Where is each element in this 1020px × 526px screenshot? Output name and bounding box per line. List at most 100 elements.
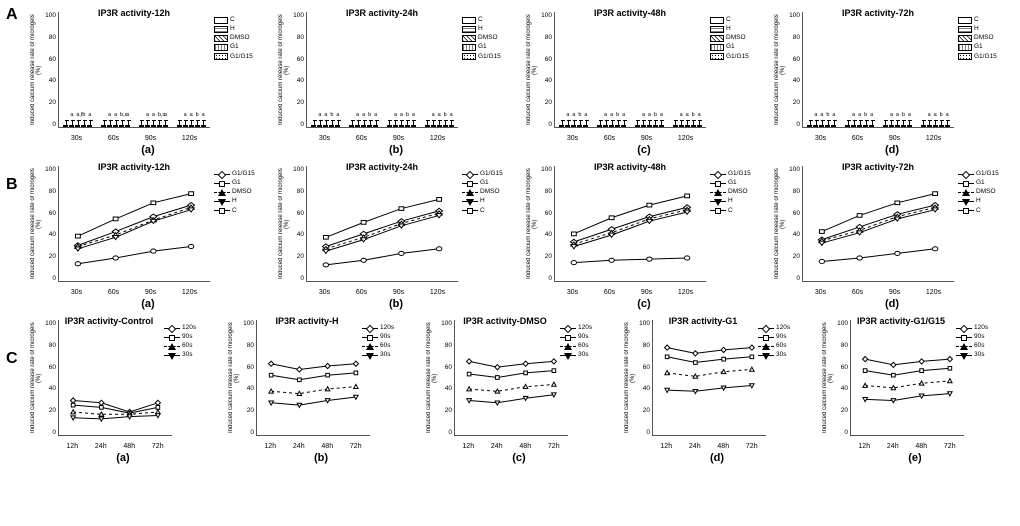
error-bar — [352, 120, 353, 126]
chart-area — [454, 320, 568, 436]
error-bar — [885, 120, 886, 126]
bar — [139, 125, 144, 127]
legend-label: G1 — [728, 179, 737, 187]
legend-item: G1/G15 — [958, 170, 1010, 178]
legend-line — [362, 328, 378, 329]
error-bar — [203, 120, 204, 126]
error-bar — [661, 120, 662, 126]
panel-B-0: IP3R activity-12hInduced calcium release… — [28, 160, 268, 310]
bar-group: aaba — [921, 125, 950, 127]
legend-item: C — [958, 207, 1010, 215]
x-ticks: 30s60s90s120s — [306, 289, 458, 296]
legend-label: DMSO — [974, 34, 994, 42]
bar — [635, 125, 640, 127]
bar: a — [113, 125, 118, 127]
bar: a — [399, 125, 404, 127]
error-bar — [624, 120, 625, 126]
legend-item: C — [710, 207, 762, 215]
legend-item: C — [462, 207, 514, 215]
sig-label: b — [196, 113, 199, 119]
sig-label: b — [578, 113, 581, 119]
error-bar — [568, 120, 569, 126]
bar: a — [819, 125, 824, 127]
chart-area — [256, 320, 370, 436]
sig-label: a — [152, 113, 155, 119]
sig-label: b — [902, 113, 905, 119]
chart-area — [652, 320, 766, 436]
legend-item: 90s — [758, 333, 810, 341]
bar: b — [367, 125, 372, 127]
bar-group: aaba — [635, 125, 664, 127]
legend-line — [710, 192, 726, 193]
sig-label: a — [412, 113, 415, 119]
legend-label: 90s — [974, 333, 984, 341]
legend-item: C — [462, 16, 514, 24]
bar: a — [869, 125, 874, 127]
sig-label: a — [324, 113, 327, 119]
legend-line — [462, 183, 478, 184]
bar — [921, 125, 926, 127]
bar: a — [857, 125, 862, 127]
panel-C-3: IP3R activity-G1Induced calcium release … — [622, 314, 812, 464]
bar — [387, 125, 392, 127]
error-bar — [822, 120, 823, 126]
legend-label: H — [728, 197, 733, 205]
legend-line — [956, 355, 972, 356]
sig-label: a — [820, 113, 823, 119]
legend-label: DMSO — [728, 188, 748, 196]
legend-label: G1/G15 — [232, 170, 255, 178]
bar: a — [201, 125, 206, 127]
bar — [597, 125, 602, 127]
chart-area: aa,fbaaab,caaab,caaaba — [58, 12, 210, 128]
legend-item: 120s — [560, 324, 612, 332]
legend-item: G1 — [710, 179, 762, 187]
chart-area: aabaaabaaabaaaba — [802, 12, 954, 128]
bar — [349, 125, 354, 127]
error-bar — [401, 120, 402, 126]
line-svg — [307, 166, 458, 281]
y-ticks: 020406080100 — [538, 166, 552, 282]
error-bar — [364, 120, 365, 126]
row-A-bars: IP3R activity-12hInduced calcium release… — [28, 6, 1012, 156]
legend-line — [956, 346, 972, 347]
error-bar — [828, 120, 829, 126]
panel-caption: (d) — [622, 452, 812, 464]
legend-label: C — [480, 207, 485, 215]
panel-caption: (b) — [226, 452, 416, 464]
error-bar — [128, 120, 129, 126]
bar: b — [691, 125, 696, 127]
legend-label: DMSO — [232, 188, 252, 196]
error-bar — [395, 120, 396, 126]
error-bar — [185, 120, 186, 126]
error-bar — [699, 120, 700, 126]
legend-label: C — [726, 16, 731, 24]
legend-item: H — [958, 197, 1010, 205]
x-ticks: 12h24h48h72h — [652, 443, 766, 450]
bar: a — [609, 125, 614, 127]
bar: b — [195, 125, 200, 127]
legend-label: 90s — [578, 333, 588, 341]
sig-label: b,c — [158, 113, 161, 119]
sig-label: b — [616, 113, 619, 119]
legend-label: H — [230, 25, 235, 33]
y-ticks: 020406080100 — [786, 12, 800, 128]
error-bar — [637, 120, 638, 126]
legend-label: 30s — [182, 351, 192, 359]
bar: a — [583, 125, 588, 127]
legend-line — [956, 328, 972, 329]
error-bar — [358, 120, 359, 126]
legend-label: DMSO — [480, 188, 500, 196]
error-bar — [147, 120, 148, 126]
error-bar — [165, 120, 166, 126]
sig-label: a — [432, 113, 435, 119]
panel-caption: (e) — [820, 452, 1010, 464]
sig-label: a — [400, 113, 403, 119]
legend-swatch — [710, 35, 724, 42]
legend-label: C — [974, 16, 979, 24]
sig-label: b — [692, 113, 695, 119]
legend-item: G1 — [214, 43, 266, 51]
bar: a — [813, 125, 818, 127]
sig-label: a — [686, 113, 689, 119]
legend-item: 60s — [164, 342, 216, 350]
bar: a — [69, 125, 74, 127]
